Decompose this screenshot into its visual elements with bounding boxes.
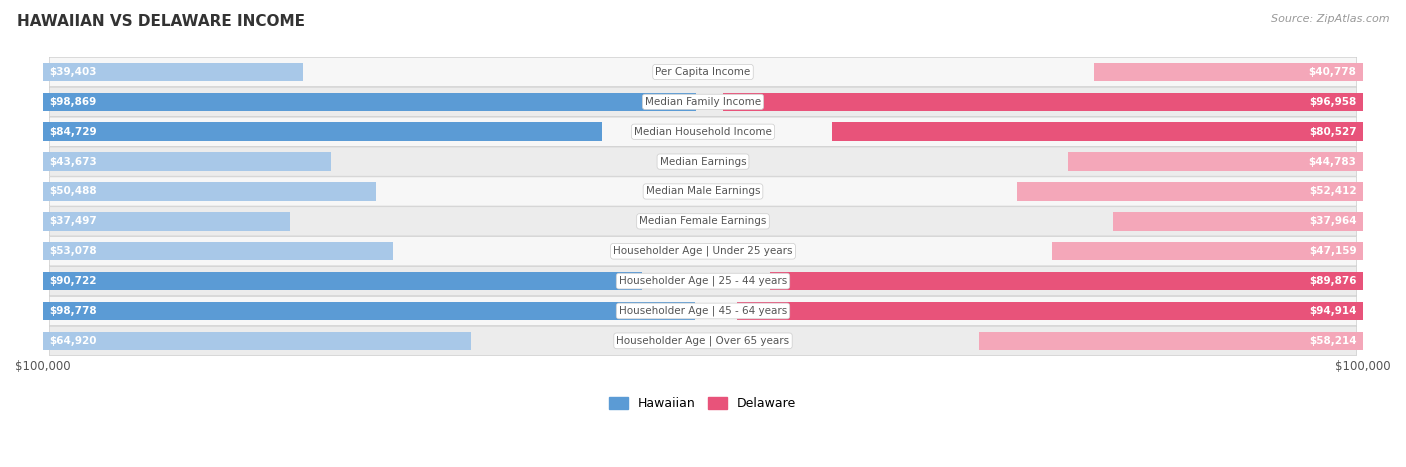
FancyBboxPatch shape xyxy=(49,237,1357,266)
Bar xyxy=(770,272,1364,290)
Text: $98,869: $98,869 xyxy=(49,97,97,107)
Text: Householder Age | 45 - 64 years: Householder Age | 45 - 64 years xyxy=(619,306,787,316)
FancyBboxPatch shape xyxy=(49,207,1357,236)
Bar xyxy=(737,302,1364,320)
Text: Median Male Earnings: Median Male Earnings xyxy=(645,186,761,197)
Text: $89,876: $89,876 xyxy=(1309,276,1357,286)
Bar xyxy=(831,122,1364,141)
Text: $53,078: $53,078 xyxy=(49,246,97,256)
Bar xyxy=(42,272,641,290)
Text: $44,783: $44,783 xyxy=(1309,156,1357,167)
Bar xyxy=(1094,63,1364,81)
Bar xyxy=(1112,212,1364,231)
Bar xyxy=(42,63,302,81)
Text: HAWAIIAN VS DELAWARE INCOME: HAWAIIAN VS DELAWARE INCOME xyxy=(17,14,305,29)
FancyBboxPatch shape xyxy=(49,267,1357,296)
Text: $64,920: $64,920 xyxy=(49,336,97,346)
Text: $98,778: $98,778 xyxy=(49,306,97,316)
Text: $37,497: $37,497 xyxy=(49,216,97,226)
Text: $90,722: $90,722 xyxy=(49,276,97,286)
Text: $39,403: $39,403 xyxy=(49,67,97,77)
Bar xyxy=(979,332,1364,350)
Text: $96,958: $96,958 xyxy=(1309,97,1357,107)
Text: Median Family Income: Median Family Income xyxy=(645,97,761,107)
Text: $84,729: $84,729 xyxy=(49,127,97,137)
Text: Householder Age | Over 65 years: Householder Age | Over 65 years xyxy=(616,336,790,346)
FancyBboxPatch shape xyxy=(49,57,1357,86)
Bar xyxy=(1052,242,1364,261)
Text: Per Capita Income: Per Capita Income xyxy=(655,67,751,77)
Bar xyxy=(42,122,602,141)
Bar xyxy=(42,242,394,261)
Text: $52,412: $52,412 xyxy=(1309,186,1357,197)
Text: $43,673: $43,673 xyxy=(49,156,97,167)
Text: Householder Age | Under 25 years: Householder Age | Under 25 years xyxy=(613,246,793,256)
Text: $40,778: $40,778 xyxy=(1309,67,1357,77)
Text: Median Household Income: Median Household Income xyxy=(634,127,772,137)
Bar xyxy=(42,212,291,231)
FancyBboxPatch shape xyxy=(49,87,1357,116)
Text: Median Earnings: Median Earnings xyxy=(659,156,747,167)
Text: $50,488: $50,488 xyxy=(49,186,97,197)
FancyBboxPatch shape xyxy=(49,117,1357,146)
Text: $47,159: $47,159 xyxy=(1309,246,1357,256)
Bar xyxy=(42,332,471,350)
Bar xyxy=(1017,182,1364,201)
Text: Median Female Earnings: Median Female Earnings xyxy=(640,216,766,226)
Bar xyxy=(1067,152,1364,171)
Text: $37,964: $37,964 xyxy=(1309,216,1357,226)
FancyBboxPatch shape xyxy=(49,177,1357,206)
Text: Householder Age | 25 - 44 years: Householder Age | 25 - 44 years xyxy=(619,276,787,286)
FancyBboxPatch shape xyxy=(49,147,1357,176)
Bar xyxy=(42,302,695,320)
Bar xyxy=(42,152,332,171)
Text: $94,914: $94,914 xyxy=(1309,306,1357,316)
Text: Source: ZipAtlas.com: Source: ZipAtlas.com xyxy=(1271,14,1389,24)
Legend: Hawaiian, Delaware: Hawaiian, Delaware xyxy=(605,392,801,415)
FancyBboxPatch shape xyxy=(49,326,1357,355)
FancyBboxPatch shape xyxy=(49,297,1357,325)
Text: $58,214: $58,214 xyxy=(1309,336,1357,346)
Bar xyxy=(42,182,377,201)
Text: $80,527: $80,527 xyxy=(1309,127,1357,137)
Bar xyxy=(723,92,1364,111)
Bar xyxy=(42,92,696,111)
